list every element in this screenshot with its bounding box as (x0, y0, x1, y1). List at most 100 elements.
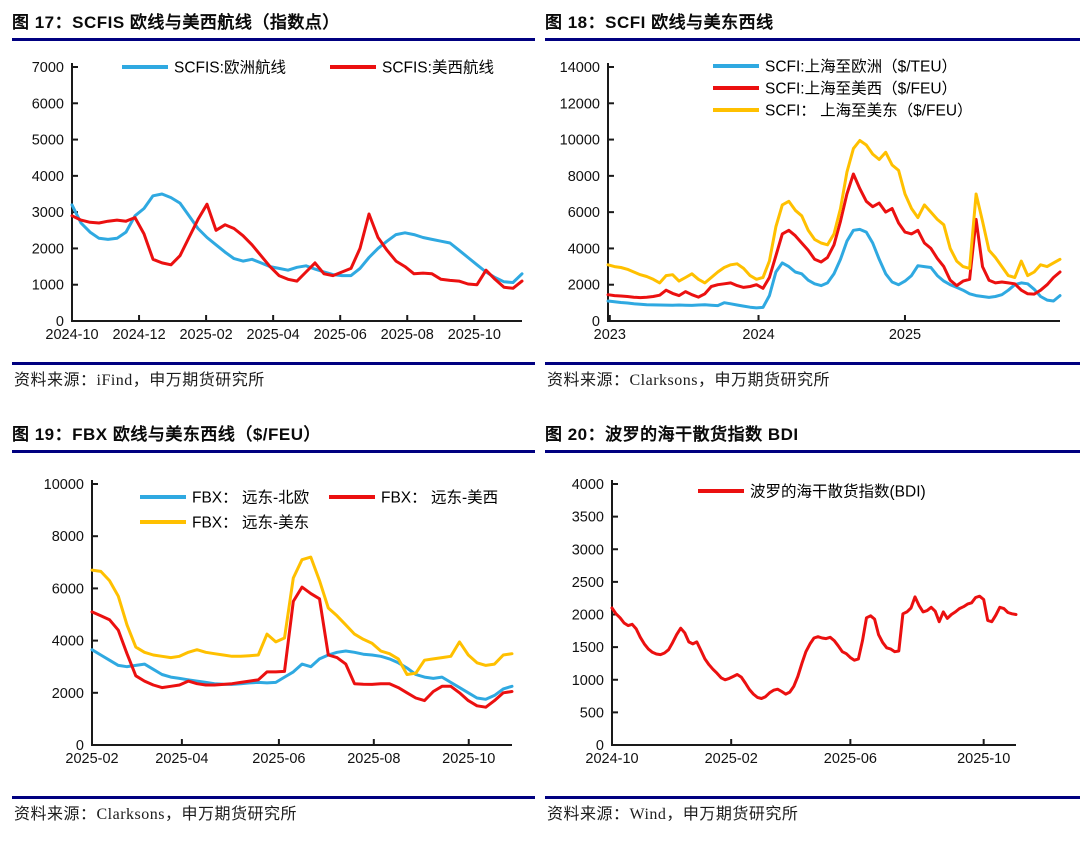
svg-text:1000: 1000 (32, 278, 64, 294)
chart-4-series-0 (610, 594, 1018, 700)
figure-20-chart: 0 500 1000 1500 2000 2500 3000 3500 4000 2024-10 2… (545, 457, 1080, 777)
svg-text:2024: 2024 (742, 327, 774, 343)
svg-text:2025-06: 2025-06 (824, 751, 877, 767)
svg-text:6000: 6000 (32, 96, 64, 112)
svg-text:4000: 4000 (572, 477, 604, 493)
svg-text:2000: 2000 (52, 686, 84, 702)
svg-text:2024-10: 2024-10 (45, 327, 98, 343)
figure-17-title-rule (12, 38, 535, 41)
chart-2-series-2 (606, 139, 1062, 285)
svg-text:2025-06: 2025-06 (252, 751, 305, 767)
svg-text:SCFI:上海至美西（$/FEU）: SCFI:上海至美西（$/FEU） (765, 80, 957, 98)
svg-text:12000: 12000 (560, 96, 600, 112)
figure-20: 图 20：波罗的海干散货指数 BDI 0 500 1000 1500 2000 2500 3… (540, 414, 1080, 851)
axis (71, 63, 522, 322)
x-axis-ticks: 2023 2024 2025 (594, 315, 921, 343)
figure-19-title-rule (12, 450, 535, 453)
axis (611, 480, 1016, 746)
svg-text:2000: 2000 (32, 241, 64, 257)
figure-18-chart: 0 2000 4000 6000 8000 10000 12000 14000 2023 2024… (545, 45, 1080, 350)
figure-18-title-rule (545, 38, 1080, 41)
svg-text:4000: 4000 (568, 241, 600, 257)
chart-2-series-0 (606, 227, 1062, 310)
svg-text:1500: 1500 (572, 640, 604, 656)
figure-18-title: 图 18：SCFI 欧线与美东西线 (545, 13, 774, 32)
figure-17-source-rule (12, 362, 535, 365)
figure-20-source: 资料来源：Wind，申万期货研究所 (547, 806, 799, 823)
chart-3-series-1 (90, 585, 514, 709)
svg-text:1000: 1000 (572, 673, 604, 689)
svg-text:FBX： 远东-美东: FBX： 远东-美东 (192, 514, 309, 532)
svg-text:2025-10: 2025-10 (448, 327, 501, 343)
svg-text:5000: 5000 (32, 133, 64, 149)
figure-19-title: 图 19：FBX 欧线与美东西线（$/FEU） (12, 425, 322, 444)
chart-3-series-0 (90, 648, 514, 701)
svg-text:8000: 8000 (52, 529, 84, 545)
svg-text:2000: 2000 (568, 278, 600, 294)
svg-text:500: 500 (580, 705, 604, 721)
svg-text:2000: 2000 (572, 608, 604, 624)
svg-text:2025-10: 2025-10 (957, 751, 1010, 767)
svg-text:4000: 4000 (32, 169, 64, 185)
svg-text:2025-08: 2025-08 (381, 327, 434, 343)
chart-2-legend: SCFI:上海至欧洲（$/TEU） SCFI:上海至美西（$/FEU） SCFI： … (713, 58, 973, 120)
figure-18-source: 资料来源：Clarksons，申万期货研究所 (547, 372, 831, 389)
svg-text:2025-02: 2025-02 (179, 327, 232, 343)
chart-2-series-1 (606, 172, 1062, 300)
svg-text:2025-04: 2025-04 (247, 327, 300, 343)
svg-text:7000: 7000 (32, 60, 64, 76)
svg-text:0: 0 (592, 314, 600, 330)
svg-text:波罗的海干散货指数(BDI): 波罗的海干散货指数(BDI) (750, 483, 926, 501)
svg-text:2025-08: 2025-08 (347, 751, 400, 767)
svg-text:2023: 2023 (594, 327, 626, 343)
svg-text:3000: 3000 (572, 542, 604, 558)
x-axis-ticks: 2024-10 2025-02 2025-06 2025-10 (585, 739, 1010, 767)
svg-text:10000: 10000 (560, 133, 600, 149)
svg-text:2024-10: 2024-10 (585, 751, 638, 767)
chart-2-canvas: 0 2000 4000 6000 8000 10000 12000 14000 2023 2024… (560, 58, 1062, 343)
figure-18: 图 18：SCFI 欧线与美东西线 0 2000 4000 6000 8000 10000… (540, 0, 1080, 414)
figure-17-title: 图 17：SCFIS 欧线与美西航线（指数点） (12, 13, 340, 32)
svg-text:SCFI： 上海至美东（$/FEU）: SCFI： 上海至美东（$/FEU） (765, 102, 973, 120)
figure-17-chart: 0 1000 2000 3000 4000 5000 6000 7000 2024-10 2024… (12, 45, 535, 350)
svg-text:2500: 2500 (572, 575, 604, 591)
svg-text:2025-04: 2025-04 (155, 751, 208, 767)
svg-text:SCFIS:美西航线: SCFIS:美西航线 (382, 59, 494, 77)
svg-text:SCFIS:欧洲航线: SCFIS:欧洲航线 (174, 59, 286, 77)
svg-text:14000: 14000 (560, 60, 600, 76)
svg-text:6000: 6000 (52, 581, 84, 597)
svg-text:3000: 3000 (32, 205, 64, 221)
svg-text:6000: 6000 (568, 205, 600, 221)
figure-17-source: 资料来源：iFind，申万期货研究所 (14, 372, 265, 389)
svg-text:2025-02: 2025-02 (705, 751, 758, 767)
chart-1-series-1 (70, 202, 524, 290)
y-axis-ticks: 0 2000 4000 6000 8000 10000 (44, 477, 98, 754)
figure-20-title-rule (545, 450, 1080, 453)
svg-text:2025-02: 2025-02 (65, 751, 118, 767)
chart-4-legend: 波罗的海干散货指数(BDI) (698, 483, 926, 501)
figure-20-source-rule (545, 796, 1080, 799)
figure-19-chart: 0 2000 4000 6000 8000 10000 2025-02 2025-04 2025… (12, 457, 535, 777)
chart-3-series-2 (90, 555, 514, 676)
x-axis-ticks: 2025-02 2025-04 2025-06 2025-08 2025-10 (65, 739, 495, 767)
svg-text:3500: 3500 (572, 510, 604, 526)
axis (607, 63, 1060, 322)
svg-text:0: 0 (596, 738, 604, 754)
svg-text:SCFI:上海至欧洲（$/TEU）: SCFI:上海至欧洲（$/TEU） (765, 58, 957, 76)
svg-text:2025: 2025 (889, 327, 921, 343)
figure-19-source: 资料来源：Clarksons，申万期货研究所 (14, 806, 298, 823)
chart-1-series-0 (70, 192, 524, 284)
figure-19: 图 19：FBX 欧线与美东西线（$/FEU） 0 2000 4000 6000 800… (0, 414, 540, 851)
svg-text:FBX： 远东-北欧: FBX： 远东-北欧 (192, 489, 309, 507)
figure-19-source-rule (12, 796, 535, 799)
x-axis-ticks: 2024-10 2024-12 2025-02 2025-04 2025-06 2025-… (45, 315, 501, 343)
svg-text:2024-12: 2024-12 (112, 327, 165, 343)
y-axis-ticks: 0 500 1000 1500 2000 2500 3000 3500 4000 (572, 477, 618, 754)
svg-text:8000: 8000 (568, 169, 600, 185)
svg-text:10000: 10000 (44, 477, 84, 493)
chart-3-legend: FBX： 远东-北欧 FBX： 远东-美西 FBX： 远东-美东 (140, 489, 498, 532)
figure-20-title: 图 20：波罗的海干散货指数 BDI (545, 425, 799, 444)
